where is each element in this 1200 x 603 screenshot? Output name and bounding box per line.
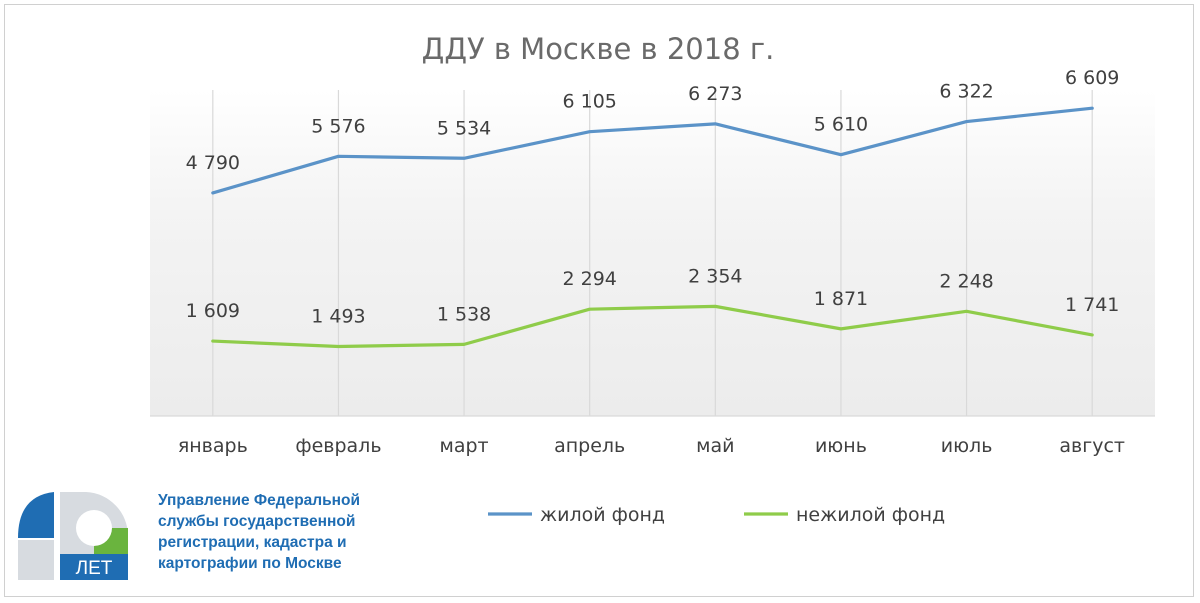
series-lines <box>211 106 1094 349</box>
data-label: 1 871 <box>814 288 868 310</box>
data-label: 2 248 <box>939 270 993 292</box>
data-label: 5 576 <box>311 115 365 137</box>
data-label: 2 354 <box>688 265 742 287</box>
gridlines <box>212 90 1093 416</box>
data-labels: 4 790 5 576 5 534 6 105 6 273 5 610 6 322 6 609… <box>186 67 1120 327</box>
logo-green-quadrant <box>94 528 128 554</box>
chart-title: ДДУ в Москве в 2018 г. <box>422 32 775 66</box>
data-label: 1 741 <box>1065 294 1119 316</box>
organization-line-1: Управление Федеральной <box>158 492 361 509</box>
organization-line-3: регистрации, кадастра и <box>158 534 347 551</box>
logo-text: ЛЕТ <box>76 558 113 579</box>
data-label: 6 322 <box>939 81 993 103</box>
series-line-2 <box>211 304 1094 349</box>
organization-line-4: картографии по Москве <box>158 555 342 572</box>
x-tick-label: март <box>440 435 489 457</box>
organization-name: Управление Федеральной службы государств… <box>158 490 398 574</box>
data-label: 1 493 <box>311 305 365 327</box>
data-label: 5 534 <box>437 117 491 139</box>
x-tick-label: февраль <box>295 435 381 457</box>
logo-blue-banner <box>60 554 128 580</box>
legend: жилой фонд нежилой фонд <box>488 504 945 526</box>
data-label: 1 538 <box>437 303 491 325</box>
x-tick-label: июль <box>941 435 993 457</box>
x-tick-label: апрель <box>554 435 625 457</box>
organization-line-2: службы государственной <box>158 513 356 530</box>
logo-blue-quadrant <box>18 492 54 538</box>
logo-inner-circle <box>76 510 112 546</box>
x-axis-labels: январь февраль март апрель май июнь июль август <box>178 435 1125 457</box>
legend-label-1: жилой фонд <box>540 504 665 526</box>
logo-gray-bar <box>18 540 54 580</box>
legend-label-2: нежилой фонд <box>796 504 945 526</box>
plot-area-background <box>150 90 1155 416</box>
data-label: 5 610 <box>814 114 868 136</box>
rosreestr-10-years-logo: ЛЕТ <box>18 492 129 580</box>
data-label: 6 105 <box>562 91 616 113</box>
data-label: 4 790 <box>186 152 240 174</box>
data-label: 6 273 <box>688 83 742 105</box>
data-label: 6 609 <box>1065 67 1119 89</box>
x-tick-label: август <box>1059 435 1125 457</box>
x-tick-label: январь <box>178 435 248 457</box>
data-label: 2 294 <box>562 268 616 290</box>
data-label: 1 609 <box>186 300 240 322</box>
x-tick-label: май <box>696 435 734 457</box>
x-tick-label: июнь <box>815 435 867 457</box>
series-line-1 <box>211 106 1094 195</box>
